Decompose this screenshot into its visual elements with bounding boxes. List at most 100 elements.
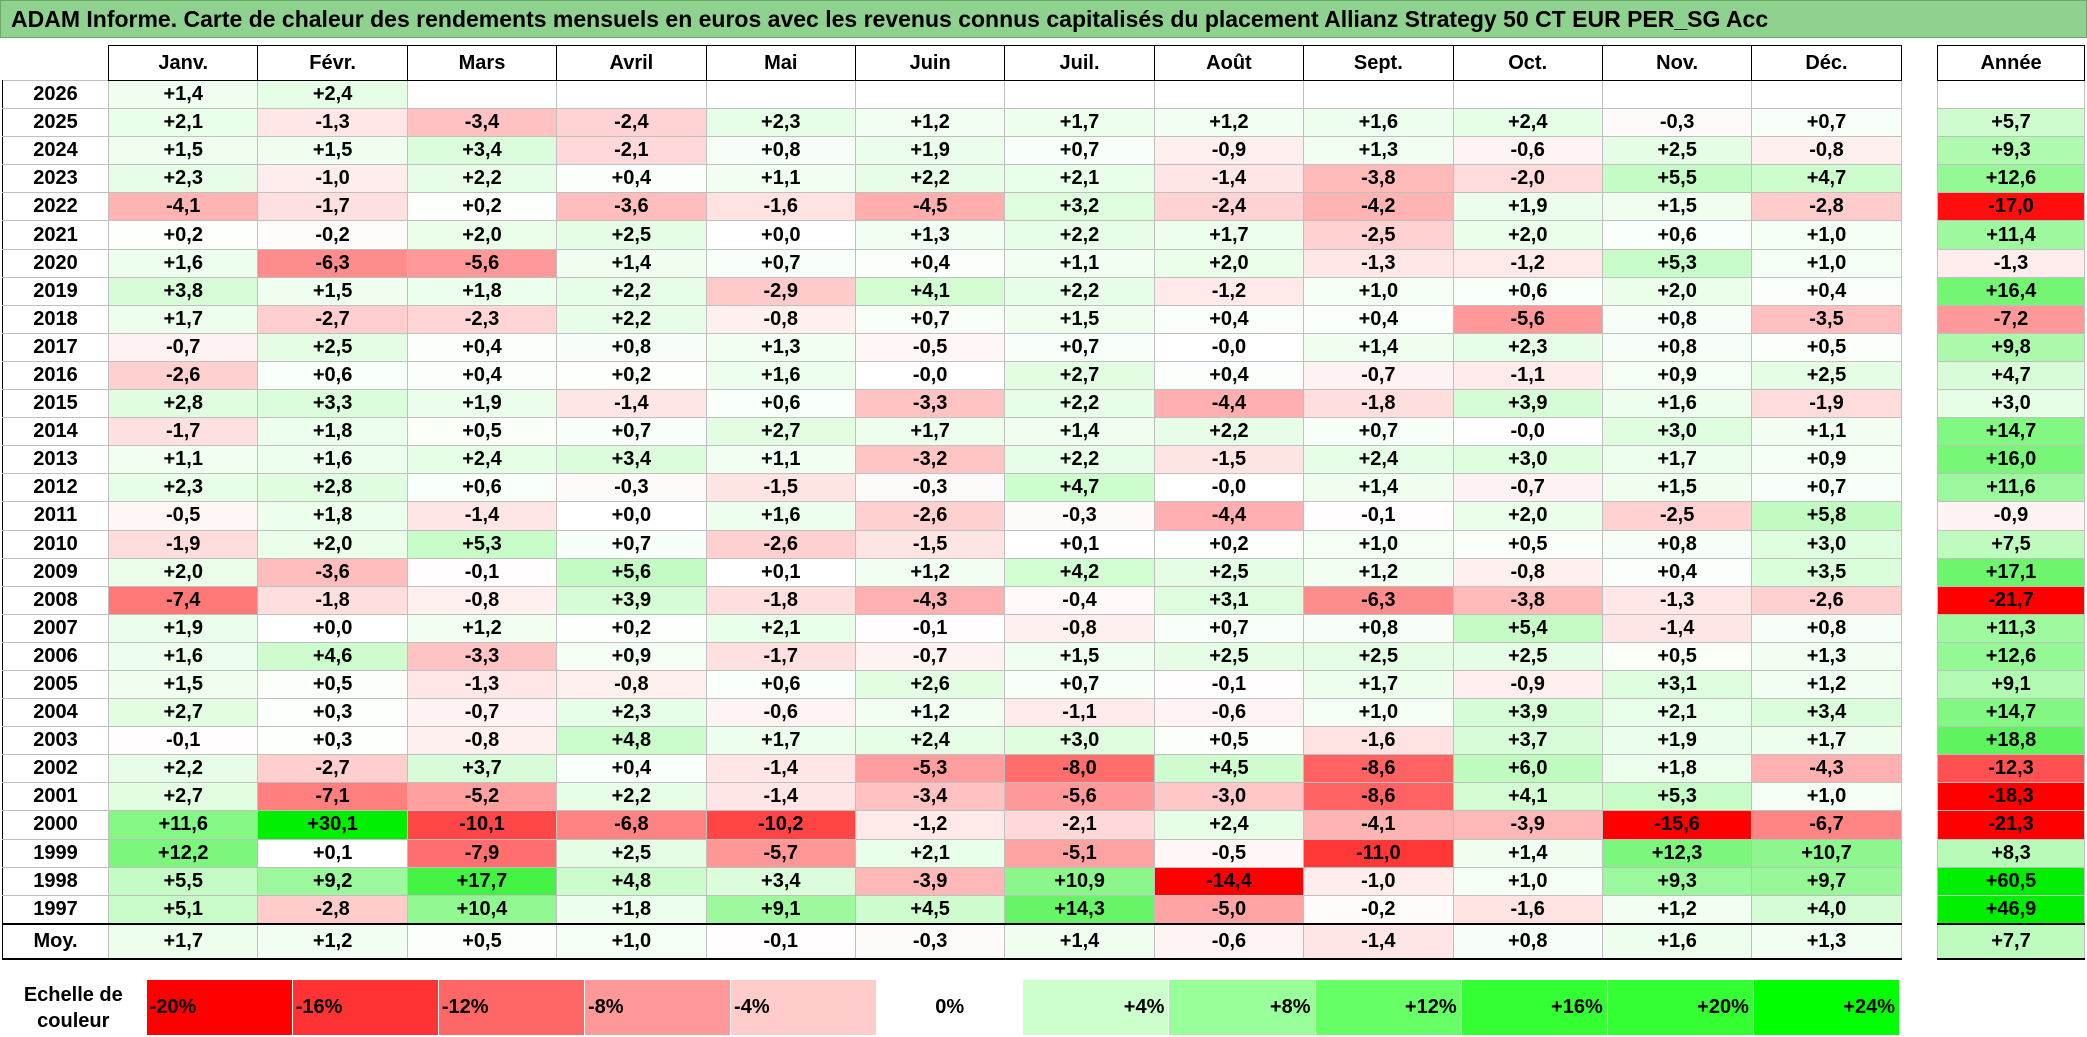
heatmap-cell: +5,1: [107, 894, 259, 925]
heatmap-cell: +1,8: [406, 276, 558, 306]
heatmap-cell: -3,9: [1452, 810, 1603, 840]
heatmap-cell: +2,5: [1601, 136, 1753, 166]
heatmap-row: 2015 +2,8 +3,3 +1,9 -1,4 +0,6 -3,3 +2,2 -4,4 -1,8…: [2, 389, 1902, 419]
year-label: 2009: [2, 557, 109, 587]
heatmap-cell: +1,4: [1004, 417, 1155, 447]
heatmap-cell: -5,6: [1004, 782, 1155, 812]
heatmap-cell: [854, 79, 1006, 110]
month-header: Nov.: [1601, 45, 1753, 81]
annual-row: -7,2: [1937, 304, 2085, 334]
heatmap-cell: +1,6: [705, 360, 856, 391]
heatmap-cell: +0,6: [1601, 220, 1753, 250]
heatmap-cell: +1,2: [406, 613, 558, 643]
heatmap-row: 2006 +1,6 +4,6 -3,3 +0,9 -1,7 -0,7 +1,5 +2,5 +2,5…: [2, 641, 1902, 671]
heatmap-cell: -6,3: [1303, 585, 1454, 615]
heatmap-cell: +2,8: [107, 389, 259, 419]
heatmap-cell: +5,3: [406, 529, 558, 559]
heatmap-cell: +0,5: [406, 417, 558, 447]
heatmap-cell: -1,8: [705, 585, 856, 615]
heatmap-cell: -1,6: [705, 192, 856, 222]
heatmap-cell: +2,4: [1153, 810, 1305, 840]
heatmap-cell: -15,6: [1601, 810, 1753, 840]
heatmap-row: 2024 +1,5 +1,5 +3,4 -2,1 +0,8 +1,9 +0,7 -0,9 +1,3…: [2, 136, 1902, 166]
annual-cell: [1937, 79, 2085, 110]
heatmap-cell: +3,4: [1751, 698, 1902, 728]
heatmap-cell: +9,3: [1601, 866, 1753, 896]
heatmap-cell: -5,0: [1153, 894, 1305, 925]
heatmap-cell: +0,5: [1153, 726, 1305, 756]
heatmap-cell: +10,4: [406, 894, 558, 925]
year-label: 2013: [2, 445, 109, 475]
annual-row: -0,9: [1937, 501, 2085, 531]
heatmap-cell: -2,6: [107, 360, 259, 391]
heatmap-cell: +0,2: [107, 220, 259, 250]
heatmap-cell: +0,3: [257, 726, 408, 756]
heatmap-cell: +2,2: [556, 276, 707, 306]
heatmap-cell: -0,1: [1153, 669, 1305, 700]
heatmap-cell: -1,9: [1751, 389, 1902, 419]
annual-cell: +9,1: [1937, 669, 2085, 700]
heatmap-cell: +0,8: [556, 332, 707, 362]
heatmap-cell: +1,2: [854, 698, 1006, 728]
heatmap-row: 2009 +2,0 -3,6 -0,1 +5,6 +0,1 +1,2 +4,2 +2,5 +1,2…: [2, 557, 1902, 587]
heatmap-row: 2002 +2,2 -2,7 +3,7 +0,4 -1,4 -5,3 -8,0 +4,5 -8,6…: [2, 754, 1902, 784]
heatmap-row: 2003 -0,1 +0,3 -0,8 +4,8 +1,7 +2,4 +3,0 +0,5 -1,6…: [2, 726, 1902, 756]
heatmap-cell: +1,7: [107, 304, 259, 334]
heatmap-cell: +1,7: [854, 417, 1006, 447]
heatmap-row: 2026 +1,4 +2,4: [2, 79, 1902, 110]
heatmap-cell: +0,5: [1452, 529, 1603, 559]
heatmap-cell: -2,8: [1751, 192, 1902, 222]
heatmap-cell: -1,0: [1303, 866, 1454, 896]
heatmap-cell: +11,6: [107, 810, 259, 840]
heatmap-cell: +2,0: [1153, 248, 1305, 278]
heatmap-cell: +10,9: [1004, 866, 1155, 896]
heatmap-cell: +1,2: [1303, 557, 1454, 587]
heatmap-cell: -6,8: [556, 810, 707, 840]
heatmap-cell: -1,4: [705, 754, 856, 784]
heatmap-cell: +1,8: [257, 417, 408, 447]
heatmap-cell: -3,8: [1452, 585, 1603, 615]
heatmap-cell: -6,7: [1751, 810, 1902, 840]
heatmap-cell: +1,0: [1303, 698, 1454, 728]
average-cell: -0,3: [854, 922, 1006, 960]
heatmap-cell: -2,7: [257, 304, 408, 334]
year-label: 2021: [2, 220, 109, 250]
heatmap-cell: +2,2: [107, 754, 259, 784]
heatmap-cell: +2,3: [107, 164, 259, 194]
heatmap-row: 2018 +1,7 -2,7 -2,3 +2,2 -0,8 +0,7 +1,5 +0,4 +0,4…: [2, 304, 1902, 334]
average-cell: +0,5: [406, 922, 558, 960]
heatmap-cell: -0,8: [1004, 613, 1155, 643]
heatmap-cell: -4,1: [1303, 810, 1454, 840]
heatmap-cell: +1,9: [1601, 726, 1753, 756]
heatmap-cell: +2,5: [1153, 641, 1305, 671]
heatmap-cell: +0,6: [705, 669, 856, 700]
heatmap-cell: +2,0: [107, 557, 259, 587]
year-label: 2015: [2, 389, 109, 419]
year-label: 2010: [2, 529, 109, 559]
year-header-blank: [3, 46, 109, 81]
heatmap-cell: -4,4: [1153, 389, 1305, 419]
heatmap-cell: +4,8: [556, 866, 707, 896]
heatmap-cell: -7,4: [107, 585, 259, 615]
heatmap-cell: +3,1: [1153, 585, 1305, 615]
heatmap-cell: +0,1: [705, 557, 856, 587]
heatmap-cell: -0,6: [1153, 698, 1305, 728]
heatmap-cell: -1,4: [1601, 613, 1753, 643]
heatmap-cell: +1,2: [1751, 669, 1902, 700]
heatmap-cell: +5,6: [556, 557, 707, 587]
heatmap-cell: +3,2: [1004, 192, 1155, 222]
color-scale-cell: -16%: [292, 980, 439, 1035]
heatmap-cell: +0,2: [556, 360, 707, 391]
heatmap-cell: +3,0: [1004, 726, 1155, 756]
heatmap-cell: +0,2: [1153, 529, 1305, 559]
heatmap-cell: +0,9: [556, 641, 707, 671]
heatmap-cell: +0,4: [406, 360, 558, 391]
heatmap-cell: -2,8: [257, 894, 408, 925]
month-header: Mars: [406, 45, 558, 81]
heatmap-cell: -1,2: [854, 810, 1006, 840]
heatmap-row: 1999 +12,2 +0,1 -7,9 +2,5 -5,7 +2,1 -5,1 -0,5 -11…: [2, 838, 1902, 868]
heatmap-cell: +0,4: [1601, 557, 1753, 587]
annual-cell: +8,3: [1937, 838, 2085, 868]
heatmap-cell: +2,3: [705, 108, 856, 138]
heatmap-cell: +5,5: [1601, 164, 1753, 194]
